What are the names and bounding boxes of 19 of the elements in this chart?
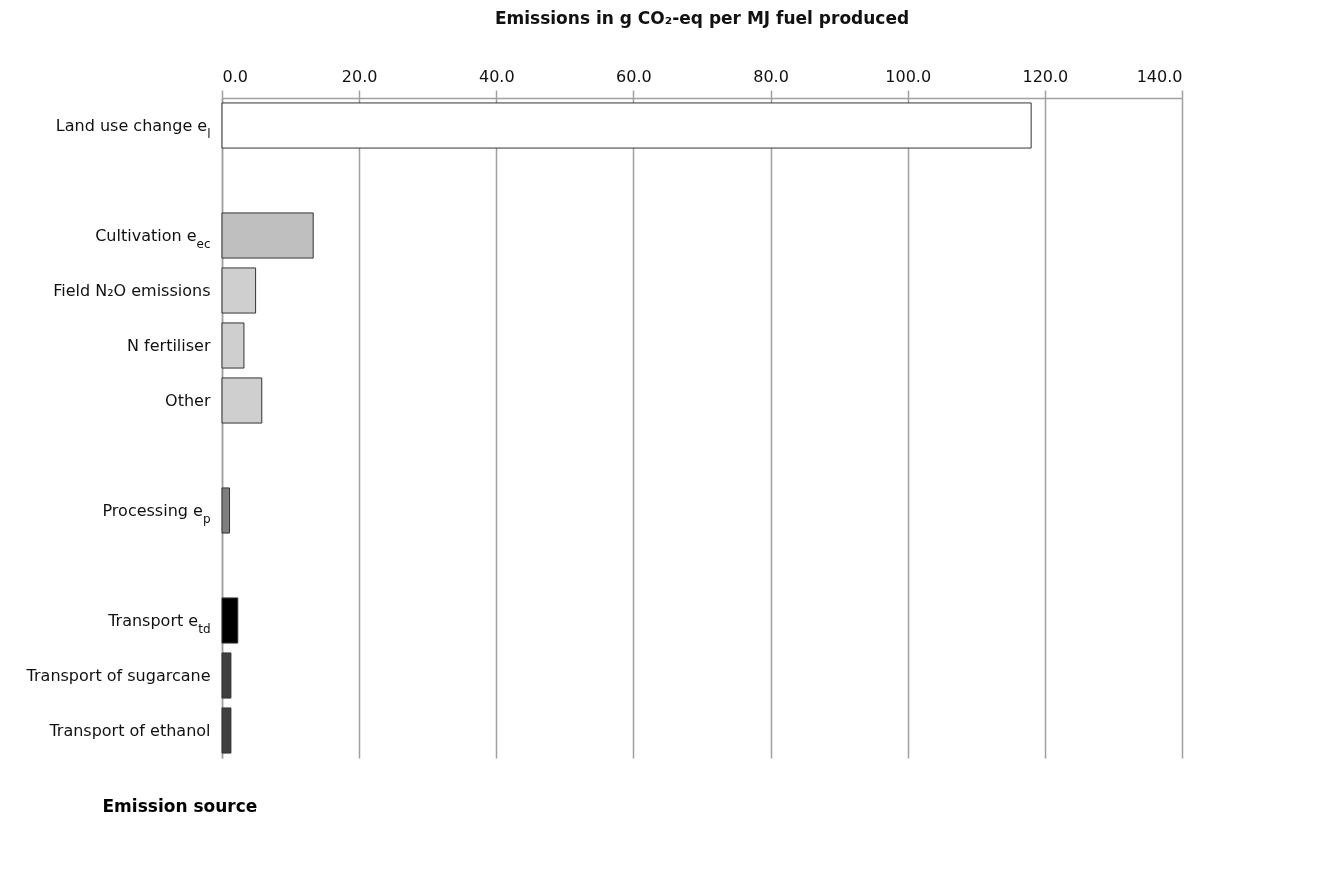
x-tick-label: 120.0 — [1022, 66, 1069, 86]
x-tick-label: 100.0 — [885, 66, 932, 86]
y-tick-label: Cultivation e$_{ec}$ — [95, 225, 211, 251]
y-tick-label: Transport of sugarcane — [25, 665, 211, 685]
y-tick-label: Field N₂O emissions — [53, 280, 211, 300]
y-axis-title: Emission source — [102, 795, 258, 816]
y-tick-label: N fertiliser — [127, 335, 211, 355]
x-tick-label: 20.0 — [341, 66, 378, 86]
x-tick-label: 40.0 — [478, 66, 515, 86]
chart-title: Emissions in g CO₂-eq per MJ fuel produced — [494, 8, 910, 28]
y-tick-label: Transport of ethanol — [48, 720, 211, 740]
y-tick-label: Other — [165, 390, 211, 410]
y-tick-label: Processing e$_{p}$ — [102, 500, 211, 526]
x-tick-label: 80.0 — [753, 66, 789, 86]
y-tick-label: Land use change e$_{l}$ — [55, 115, 211, 141]
x-tick-label: 60.0 — [616, 66, 652, 86]
x-tick-label: 0.0 — [222, 66, 248, 86]
y-tick-label: Transport e$_{td}$ — [107, 610, 211, 636]
x-tick-label: 140.0 — [1136, 66, 1183, 86]
